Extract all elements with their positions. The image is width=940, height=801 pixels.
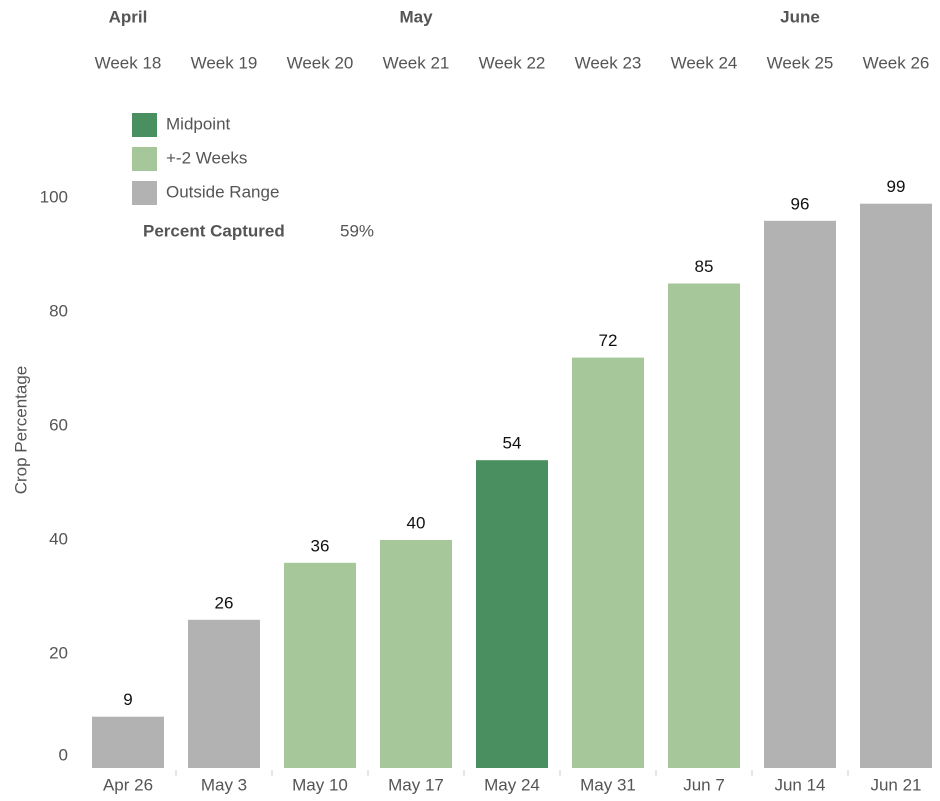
bar xyxy=(668,283,740,768)
data-label: 26 xyxy=(215,593,234,612)
legend-label: Midpoint xyxy=(166,114,231,133)
summary-value: 59% xyxy=(340,221,374,240)
y-tick-label: 100 xyxy=(40,187,68,206)
y-tick-label: 20 xyxy=(49,643,68,662)
legend-swatch xyxy=(132,181,157,205)
x-tick-label: May 3 xyxy=(201,775,247,794)
bar xyxy=(860,203,932,768)
week-label: Week 18 xyxy=(95,53,162,72)
data-label: 72 xyxy=(599,331,618,350)
week-label: Week 21 xyxy=(383,53,450,72)
x-tick-label: May 10 xyxy=(292,775,348,794)
month-label: May xyxy=(399,7,433,26)
y-tick-label: 80 xyxy=(49,301,68,320)
data-label: 9 xyxy=(123,690,132,709)
x-tick-label: May 31 xyxy=(580,775,636,794)
week-label: Week 26 xyxy=(863,53,930,72)
data-label: 85 xyxy=(695,257,714,276)
bar xyxy=(572,357,644,768)
data-label: 96 xyxy=(791,194,810,213)
bar xyxy=(380,540,452,768)
y-tick-label: 60 xyxy=(49,415,68,434)
data-label: 36 xyxy=(311,536,330,555)
x-tick-label: Jun 14 xyxy=(774,775,825,794)
week-label: Week 19 xyxy=(191,53,258,72)
week-label: Week 23 xyxy=(575,53,642,72)
week-label: Week 24 xyxy=(671,53,738,72)
month-label: June xyxy=(780,7,820,26)
bar xyxy=(764,220,836,769)
bar xyxy=(476,460,548,768)
data-label: 99 xyxy=(887,177,906,196)
legend-swatch xyxy=(132,147,157,171)
x-tick-label: Jun 7 xyxy=(683,775,725,794)
data-label: 54 xyxy=(503,434,522,453)
bar xyxy=(92,716,164,768)
bar xyxy=(188,619,260,768)
week-label: Week 25 xyxy=(767,53,834,72)
week-label: Week 20 xyxy=(287,53,354,72)
x-tick-label: May 17 xyxy=(388,775,444,794)
y-tick-label: 40 xyxy=(49,529,68,548)
bar xyxy=(284,562,356,768)
month-label: April xyxy=(109,7,148,26)
legend-label: +-2 Weeks xyxy=(166,148,247,167)
y-axis-label: Crop Percentage xyxy=(11,366,30,495)
data-label: 40 xyxy=(407,513,426,532)
y-tick-label: 0 xyxy=(59,745,68,764)
x-tick-label: May 24 xyxy=(484,775,540,794)
summary-label: Percent Captured xyxy=(143,221,285,240)
legend-label: Outside Range xyxy=(166,182,279,201)
legend-swatch xyxy=(132,113,157,137)
week-label: Week 22 xyxy=(479,53,546,72)
x-tick-label: Apr 26 xyxy=(103,775,153,794)
x-tick-label: Jun 21 xyxy=(870,775,921,794)
